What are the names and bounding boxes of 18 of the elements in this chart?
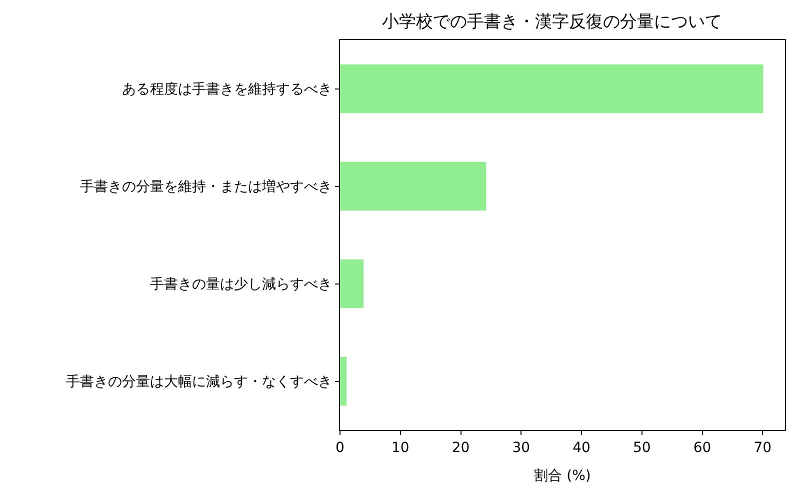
y-tick-label: 手書きの分量を維持・または増やすべき bbox=[80, 178, 332, 196]
x-tick-label: 70 bbox=[754, 440, 772, 456]
x-tick-label: 50 bbox=[632, 440, 651, 456]
x-tick-label: 0 bbox=[336, 440, 344, 456]
bar bbox=[340, 162, 486, 211]
x-axis-title: 割合 (%) bbox=[534, 468, 591, 484]
x-tick-label: 20 bbox=[452, 440, 470, 456]
chart-title: 小学校での手書き・漢字反復の分量について bbox=[382, 12, 722, 32]
y-tick-label: ある程度は手書きを維持するべき bbox=[122, 82, 332, 98]
y-tick-label: 手書きの量は少し減らすべき bbox=[150, 276, 332, 293]
bar bbox=[340, 259, 364, 308]
bar bbox=[340, 356, 347, 406]
bar bbox=[340, 64, 764, 114]
y-tick-label: 手書きの分量は大幅に減らす・なくすべき bbox=[66, 374, 332, 390]
x-tick-label: 10 bbox=[391, 440, 410, 456]
x-tick-label: 60 bbox=[693, 440, 712, 456]
x-tick-label: 30 bbox=[512, 440, 530, 456]
x-tick-label: 40 bbox=[572, 440, 590, 456]
